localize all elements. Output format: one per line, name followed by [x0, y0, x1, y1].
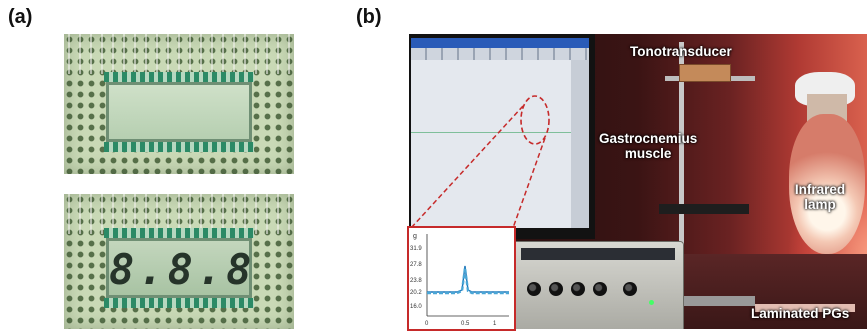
software-side-panel [571, 60, 589, 228]
laminated-pgs-sheet [755, 304, 855, 312]
inset-y-tick: 16.0 [410, 304, 422, 310]
inset-x-tick: 0.5 [461, 321, 470, 327]
inset-y-tick: 31.9 [410, 246, 422, 252]
inset-y-tick: 23.8 [410, 278, 422, 284]
breadboard-blank-lcd-photo [64, 34, 294, 174]
laminated-pgs-label: Laminated PGs [751, 306, 850, 321]
panel-b-label: (b) [356, 6, 382, 28]
inset-fit-curve [427, 267, 509, 295]
lcd-blank [106, 82, 252, 142]
software-title-bar [411, 38, 589, 48]
gastrocnemius-label-line2: muscle [624, 146, 672, 161]
lcd-digits-display: 8.8.8 [106, 238, 252, 298]
inset-y-axis-label: g [413, 233, 417, 240]
lcd-pins-top [104, 228, 254, 238]
tonotransducer-device [679, 64, 731, 82]
knob-icon [571, 282, 585, 296]
lab-stand-rod [679, 42, 684, 312]
screen-signal-trace [411, 132, 571, 133]
gastrocnemius-label-line1: Gastrocnemius [599, 131, 698, 146]
knob-icon [549, 282, 563, 296]
jumper-wires [64, 194, 294, 234]
inset-signal-plot: g 31.9 27.8 23.8 20.2 16.0 0 0.5 1 [409, 228, 514, 329]
software-toolbar [411, 48, 589, 60]
infrared-label-line2: lamp [804, 197, 836, 212]
lab-stand-base [645, 296, 755, 306]
panel-a-label: (a) [8, 6, 33, 28]
computer-monitor [409, 34, 595, 239]
tonotransducer-label: Tonotransducer [630, 44, 732, 59]
gastrocnemius-label: Gastrocnemius muscle [599, 131, 697, 161]
monitor-screen [411, 38, 589, 228]
lcd-pins-bottom [104, 142, 254, 152]
infrared-lamp-label: Infrared lamp [779, 182, 861, 212]
lcd-pins-top [104, 72, 254, 82]
amplifier-device [513, 242, 683, 329]
lcd-digit-text: 8.8.8 [109, 245, 256, 294]
lcd-pins-bottom [104, 298, 254, 308]
power-led-icon [649, 300, 654, 305]
inset-y-tick: 27.8 [410, 262, 422, 268]
inset-x-tick: 1 [493, 321, 497, 327]
inset-plot-svg: g 31.9 27.8 23.8 20.2 16.0 0 0.5 1 [410, 233, 509, 327]
inset-x-tick: 0 [425, 321, 429, 327]
amplifier-display-strip [521, 248, 675, 260]
breadboard-lit-lcd-photo: 8.8.8 [64, 194, 294, 329]
inset-y-tick: 20.2 [410, 290, 422, 296]
knob-icon [527, 282, 541, 296]
knob-icon [623, 282, 637, 296]
infrared-lamp-bulb [789, 114, 865, 254]
jumper-wires [64, 34, 294, 74]
infrared-label-line1: Infrared [794, 182, 846, 197]
knob-icon [593, 282, 607, 296]
muscle-clamp [659, 204, 749, 214]
